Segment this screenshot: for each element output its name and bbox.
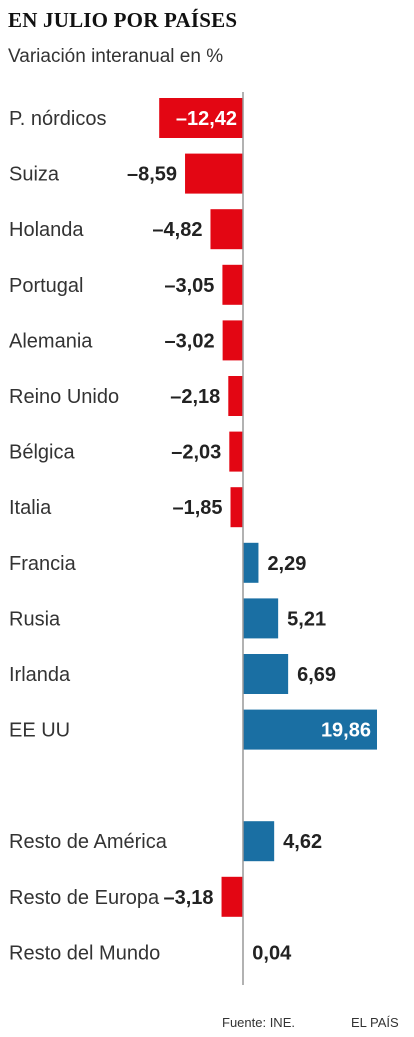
value-label: –1,85 [172,497,222,519]
value-label: 4,62 [283,831,322,853]
value-label: –2,03 [171,442,221,464]
bar [243,654,289,694]
bar [243,598,279,639]
category-label: Reino Unido [9,386,119,408]
category-label: Francia [9,553,77,575]
bar [243,821,275,862]
bar [243,709,377,750]
category-label: Holanda [9,219,84,241]
category-label: EE UU [9,720,70,742]
category-label: Irlanda [9,664,71,686]
value-label: 19,86 [321,720,371,742]
bar [230,487,243,528]
category-label: Rusia [9,608,61,630]
category-label: Resto del Mundo [9,942,160,964]
category-label: Suiza [9,164,60,186]
value-label: 2,29 [267,553,306,575]
bar [222,320,243,361]
source-note: Fuente: INE. [222,1015,295,1030]
value-label: –12,42 [176,108,237,130]
bar [228,376,243,416]
value-label: –3,18 [163,887,213,909]
category-label: Alemania [9,330,93,352]
category-label: Resto de América [9,831,168,853]
value-label: –3,05 [164,275,214,297]
bar [210,209,243,250]
value-label: –4,82 [152,219,202,241]
bar [222,264,243,305]
publisher-credit: EL PAÍS [351,1015,399,1030]
value-label: 0,04 [252,942,292,964]
chart-title: EN JULIO POR PAÍSES [8,8,238,32]
bar [229,431,243,472]
category-label: Portugal [9,275,84,297]
chart-subtitle: Variación interanual en % [8,46,224,67]
value-label: 6,69 [297,664,336,686]
bar [185,153,243,194]
value-label: –8,59 [127,164,177,186]
category-label: Resto de Europa [9,887,160,909]
bar [221,876,243,917]
value-label: –3,02 [165,330,215,352]
bar [159,98,243,138]
bar [243,542,259,583]
category-label: Italia [9,497,52,519]
category-label: Bélgica [9,442,75,464]
category-label: P. nórdicos [9,108,106,130]
value-label: –2,18 [170,386,220,408]
value-label: 5,21 [287,608,326,630]
